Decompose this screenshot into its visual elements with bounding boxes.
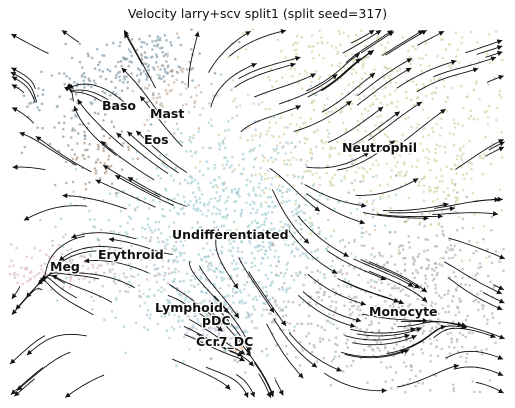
cluster-label-ccr7-dc: Ccr7_DC: [196, 334, 253, 350]
cluster-label-monocyte: Monocyte: [369, 304, 438, 319]
cluster-label-undifferentiated: Undifferentiated: [172, 227, 289, 242]
cluster-label-neutrophil: Neutrophil: [342, 140, 417, 155]
cluster-points-mast: [132, 32, 233, 141]
cluster-labels: Baso Mast Eos Neutrophil Undifferentiated Ery…: [50, 98, 438, 350]
cluster-label-erythroid: Erythroid: [98, 247, 164, 262]
cluster-label-pdc: pDC: [202, 313, 231, 328]
cluster-label-baso: Baso: [102, 98, 136, 113]
cluster-label-mast: Mast: [150, 106, 184, 121]
cluster-points-neutrophil: [227, 28, 418, 110]
cluster-label-eos: Eos: [144, 132, 169, 147]
cluster-label-meg: Meg: [50, 259, 80, 274]
